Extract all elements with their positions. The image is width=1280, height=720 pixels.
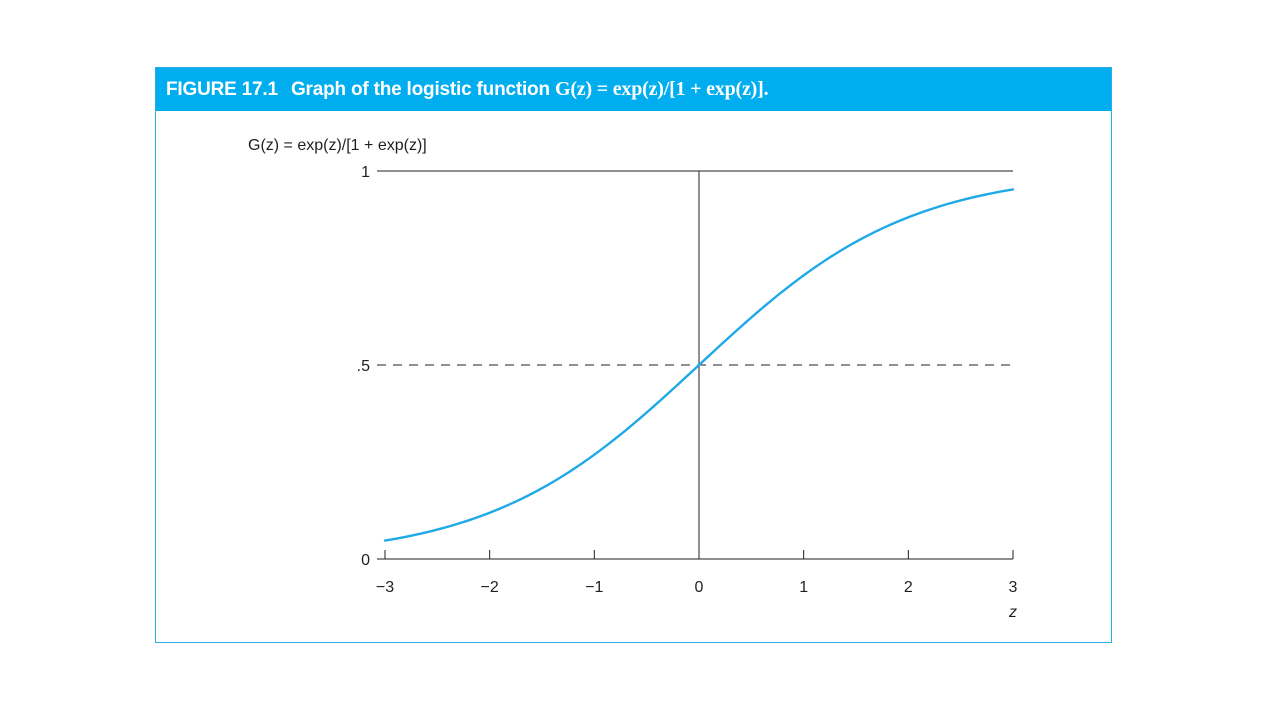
y-tick-label: 0 [361, 552, 370, 569]
figure-frame: FIGURE 17.1 Graph of the logistic functi… [155, 67, 1112, 643]
x-tick-label: −1 [585, 579, 603, 596]
figure-number: FIGURE 17.1 [166, 79, 278, 100]
x-tick-label: 1 [799, 579, 808, 596]
y-axis-label: G(z) = exp(z)/[1 + exp(z)] [248, 137, 427, 154]
x-tick-label: 3 [1009, 579, 1018, 596]
figure-header: FIGURE 17.1 Graph of the logistic functi… [156, 68, 1111, 111]
x-tick-label: 2 [904, 579, 913, 596]
y-tick-label: .5 [357, 358, 370, 375]
x-tick-label: −3 [376, 579, 394, 596]
x-tick-label: −2 [481, 579, 499, 596]
figure-caption: Graph of the logistic function [290, 79, 550, 100]
x-tick-label: 0 [695, 579, 704, 596]
y-tick-label: 1 [361, 164, 370, 181]
logistic-curve [383, 188, 1015, 542]
figure-formula: G(z) = exp(z)/[1 + exp(z)]. [554, 78, 769, 100]
x-axis-label: z [1008, 604, 1017, 621]
